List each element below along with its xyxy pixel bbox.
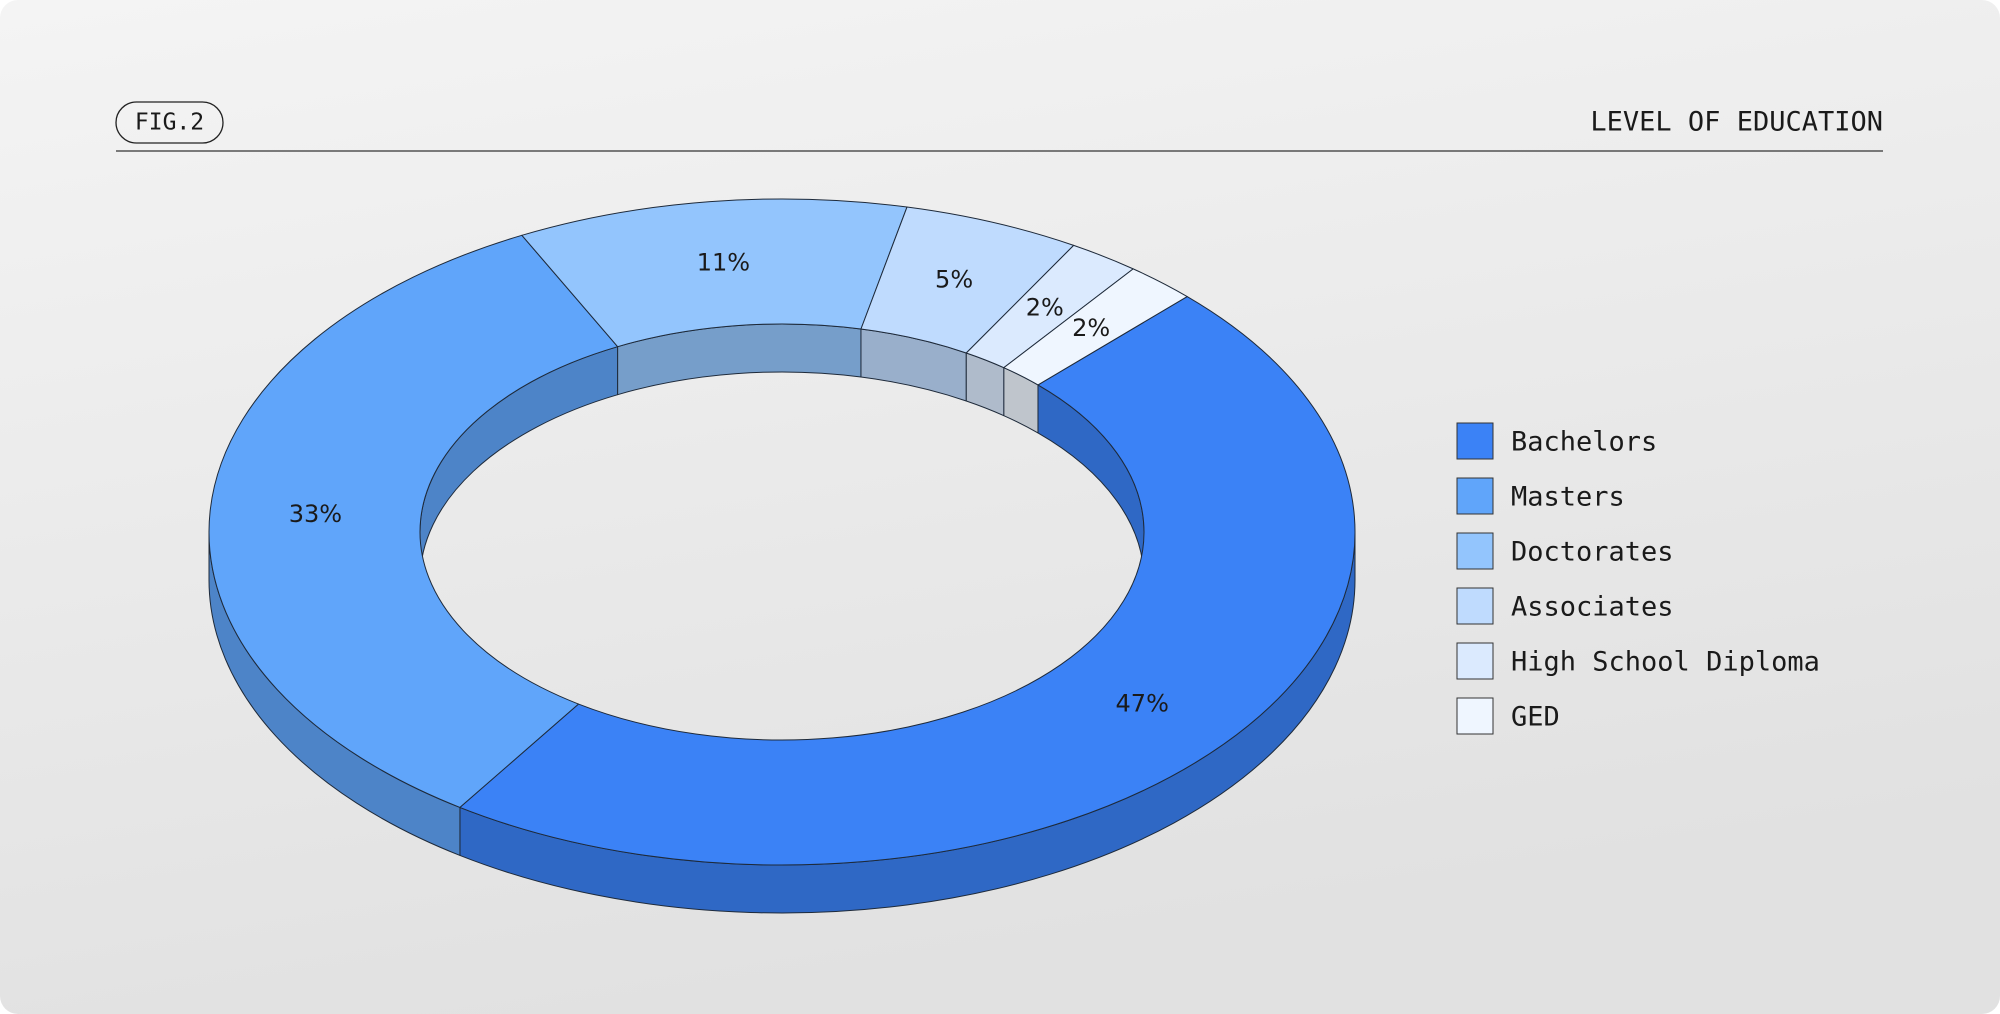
legend-swatch — [1456, 587, 1494, 625]
slice-label: 33% — [289, 500, 342, 528]
slices — [208, 198, 1356, 866]
slice-label: 47% — [1116, 689, 1169, 717]
inner-walls — [419, 323, 1145, 581]
slice-label: 11% — [697, 249, 750, 277]
labels: 47% 33% 11% 5% 2% 2% — [289, 249, 1169, 718]
legend-label: Bachelors — [1511, 427, 1657, 458]
slice-label: 2% — [1026, 293, 1064, 321]
slice — [1003, 268, 1188, 386]
slice — [459, 296, 1356, 866]
fig-label: FIG.2 — [135, 110, 204, 136]
legend-label: Doctorates — [1511, 537, 1674, 568]
legend-label: Masters — [1511, 482, 1625, 513]
legend-swatch — [1456, 532, 1494, 570]
legend-label: Associates — [1511, 592, 1674, 623]
legend-swatch — [1456, 642, 1494, 680]
legend-swatch — [1456, 697, 1494, 735]
legend-swatch — [1456, 422, 1494, 460]
chart-title: LEVEL OF EDUCATION — [1590, 107, 1883, 138]
legend-label: GED — [1511, 702, 1560, 733]
legend-swatch — [1456, 477, 1494, 515]
legend-label: High School Diploma — [1511, 647, 1820, 678]
fig-pill — [115, 101, 224, 144]
slice-label: 2% — [1072, 314, 1110, 342]
slice-label: 5% — [935, 265, 973, 293]
legend: Bachelors Masters Doctorates Associates High… — [1456, 422, 1820, 735]
slice — [208, 234, 619, 808]
